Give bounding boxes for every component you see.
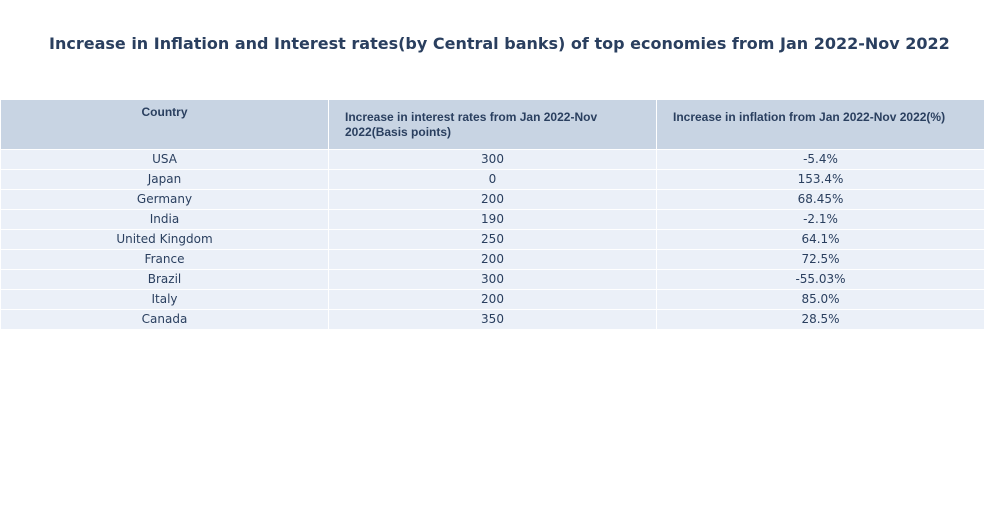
table-row: France 200 72.5%: [1, 249, 984, 269]
cell-country: Brazil: [1, 270, 329, 289]
data-table: Country Increase in interest rates from …: [1, 100, 984, 329]
table-body: USA 300 -5.4% Japan 0 153.4% Germany 200 68.45% I…: [1, 149, 984, 329]
cell-interest-rate: 250: [329, 230, 657, 249]
table-row: Japan 0 153.4%: [1, 169, 984, 189]
cell-interest-rate: 190: [329, 210, 657, 229]
cell-country: United Kingdom: [1, 230, 329, 249]
cell-country: Germany: [1, 190, 329, 209]
cell-inflation: 68.45%: [797, 192, 844, 206]
cell-interest-rate: 300: [329, 270, 657, 289]
table-row: India 190 -2.1%: [1, 209, 984, 229]
cell-interest-rate: 350: [329, 310, 657, 329]
table-row: United Kingdom 250 64.1%: [1, 229, 984, 249]
cell-inflation: 64.1%: [801, 232, 840, 246]
table-header-row: Country Increase in interest rates from …: [1, 100, 984, 149]
cell-interest-rate: 200: [329, 190, 657, 209]
table-row: USA 300 -5.4%: [1, 149, 984, 169]
cell-inflation: -5.4%: [803, 152, 838, 166]
cell-country: Canada: [1, 310, 329, 329]
header-inflation: Increase in inflation from Jan 2022-Nov …: [673, 110, 946, 124]
cell-inflation: -55.03%: [795, 272, 846, 286]
cell-inflation: 153.4%: [797, 172, 844, 186]
cell-inflation: -2.1%: [803, 212, 838, 226]
chart-title: Increase in Inflation and Interest rates…: [49, 34, 950, 53]
cell-country: Italy: [1, 290, 329, 309]
table-row: Germany 200 68.45%: [1, 189, 984, 209]
cell-country: Japan: [1, 170, 329, 189]
cell-inflation: 85.0%: [801, 292, 840, 306]
header-interest-rates: Increase in interest rates from Jan 2022…: [329, 100, 657, 149]
cell-country: India: [1, 210, 329, 229]
cell-interest-rate: 300: [329, 150, 657, 169]
table-row: Italy 200 85.0%: [1, 289, 984, 309]
cell-inflation: 28.5%: [801, 312, 840, 326]
header-country: Country: [1, 100, 329, 149]
cell-interest-rate: 200: [329, 250, 657, 269]
cell-inflation: 72.5%: [801, 252, 840, 266]
cell-country: France: [1, 250, 329, 269]
cell-interest-rate: 0: [329, 170, 657, 189]
cell-country: USA: [1, 150, 329, 169]
table-row: Brazil 300 -55.03%: [1, 269, 984, 289]
table-row: Canada 350 28.5%: [1, 309, 984, 329]
cell-interest-rate: 200: [329, 290, 657, 309]
